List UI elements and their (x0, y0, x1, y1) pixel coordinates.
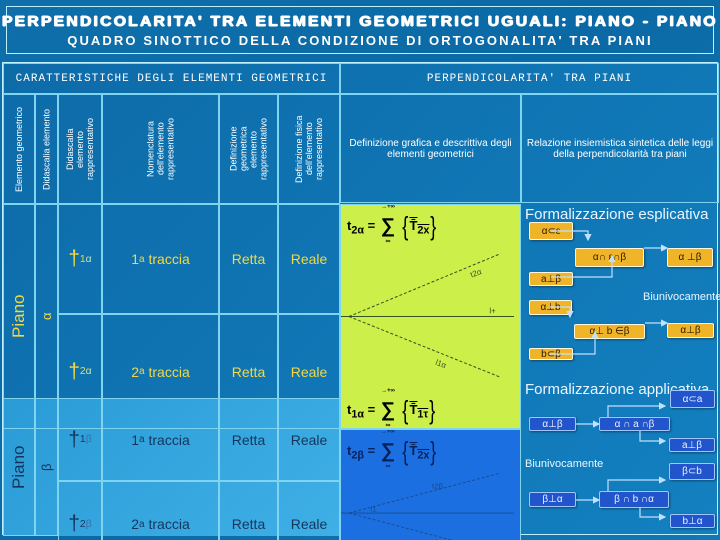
svg-text:l+: l+ (489, 306, 496, 315)
svg-text:l1α: l1α (434, 358, 447, 371)
svg-text:t2β: t2β (432, 482, 444, 490)
svg-text:l1: l1 (371, 505, 377, 513)
svg-text:t2α: t2α (469, 267, 483, 280)
